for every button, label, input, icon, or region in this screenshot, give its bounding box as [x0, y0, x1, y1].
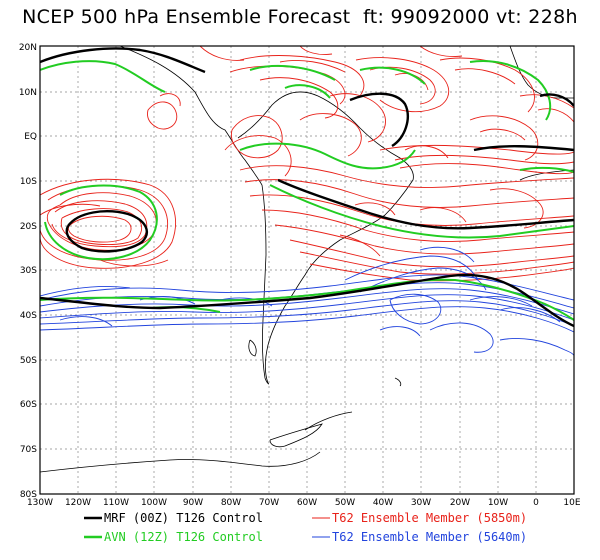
lon-label-120w: 120W [65, 498, 91, 508]
lat-label-40s: 40S [20, 311, 37, 321]
lon-label-20w: 20W [450, 498, 470, 508]
legend-label-avn: AVN (12Z) T126 Control [104, 530, 263, 544]
lat-label-10s: 10S [20, 177, 37, 187]
legend-label-t62-5850: T62 Ensemble Member (5850m) [332, 511, 527, 525]
lon-label-10e: 10E [563, 498, 580, 508]
lat-axis-labels: 20N 10N EQ 10S 20S 30S 40S 50S 60S 70S 8… [19, 43, 37, 500]
lat-label-eq: EQ [24, 132, 37, 142]
lon-label-50w: 50W [335, 498, 355, 508]
lon-label-0: 0 [533, 498, 539, 508]
lat-label-10n: 10N [19, 88, 37, 98]
legend-label-t62-5640: T62 Ensemble Member (5640m) [332, 530, 527, 544]
coastlines [40, 46, 574, 473]
lat-label-70s: 70S [20, 445, 37, 455]
map-title: NCEP 500 hPa Ensemble Forecast ft: 99092… [22, 6, 578, 28]
mrf-control-contours [40, 47, 574, 328]
t62-5640-contours [40, 246, 574, 357]
lon-label-10w: 10W [488, 498, 508, 508]
lon-label-30w: 30W [411, 498, 431, 508]
lon-axis-labels: 130W 120W 110W 100W 90W 80W 70W 60W 50W … [27, 498, 581, 508]
lon-label-110w: 110W [103, 498, 129, 508]
lat-lon-grid [40, 46, 574, 494]
lon-label-100w: 100W [141, 498, 167, 508]
legend: MRF (00Z) T126 Control T62 Ensemble Memb… [84, 511, 527, 544]
lon-label-90w: 90W [183, 498, 203, 508]
lon-label-60w: 60W [297, 498, 317, 508]
lon-label-70w: 70W [259, 498, 279, 508]
lat-label-20s: 20S [20, 222, 37, 232]
legend-label-mrf: MRF (00Z) T126 Control [104, 511, 263, 525]
map-frame [39, 45, 575, 495]
lat-label-80s: 80S [20, 490, 37, 500]
lat-label-50s: 50S [20, 356, 37, 366]
lat-label-30s: 30S [20, 266, 37, 276]
t62-5850-contours [40, 46, 574, 282]
lon-label-80w: 80W [221, 498, 241, 508]
lat-label-20n: 20N [19, 43, 37, 53]
lon-label-40w: 40W [373, 498, 393, 508]
lat-label-60s: 60S [20, 400, 37, 410]
lon-label-130w: 130W [27, 498, 53, 508]
